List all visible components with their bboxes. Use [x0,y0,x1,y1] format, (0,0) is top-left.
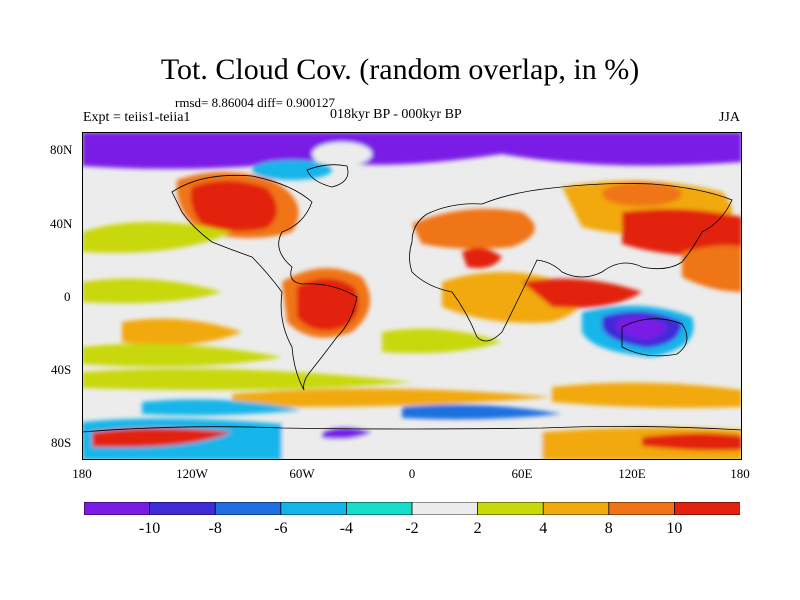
lon-tick-0: 0 [408,466,416,481]
colorbar [84,502,740,515]
stats-text: rmsd= 8.86004 diff= 0.900127 [175,95,335,110]
anomaly-field [82,132,742,460]
map-frame [82,132,742,460]
lon-tick-180e: 180 [730,466,750,481]
lat-tick-80s: 80S [51,435,72,450]
colorbar-swatch [608,502,676,515]
chart-title: Tot. Cloud Cov. (random overlap, in %) [160,53,640,86]
lon-tick-120e: 120E [618,466,646,481]
coastlines [82,164,742,433]
colorbar-swatch [674,502,740,515]
colorbar-swatch [280,502,348,515]
lat-tick-40s: 40S [51,362,72,377]
colorbar-swatch [84,502,151,515]
colorbar-label: -10 [138,520,161,537]
lon-tick-60e: 60E [511,466,533,481]
cloud-cover-map [82,132,742,460]
colorbar-label: -8 [208,520,222,537]
experiment-label: Expt = teiis1-teiia1 [83,110,191,125]
lat-tick-80n: 80N [50,142,73,157]
colorbar-label: 2 [473,520,482,537]
colorbar-label: -4 [339,520,354,537]
lon-tick-180w: 180 [72,466,92,481]
colorbar-swatch [214,502,282,515]
colorbar-label: 10 [666,520,683,537]
lat-tick-0: 0 [64,289,71,304]
colorbar-label: 4 [539,520,548,537]
colorbar-swatch [345,502,413,515]
colorbar-swatch [411,502,479,515]
colorbar-label: -6 [274,520,288,537]
colorbar-swatch [149,502,216,515]
lon-tick-120w: 120W [176,466,208,481]
season-label: JJA [718,110,740,125]
colorbar-label: 8 [604,520,613,537]
colorbar-swatch [477,502,544,515]
lat-tick-40n: 40N [50,216,73,231]
colorbar-label: -2 [405,520,419,537]
period-label: 018kyr BP - 000kyr BP [330,107,462,122]
colorbar-swatch [542,502,610,515]
lon-tick-60w: 60W [289,466,315,481]
